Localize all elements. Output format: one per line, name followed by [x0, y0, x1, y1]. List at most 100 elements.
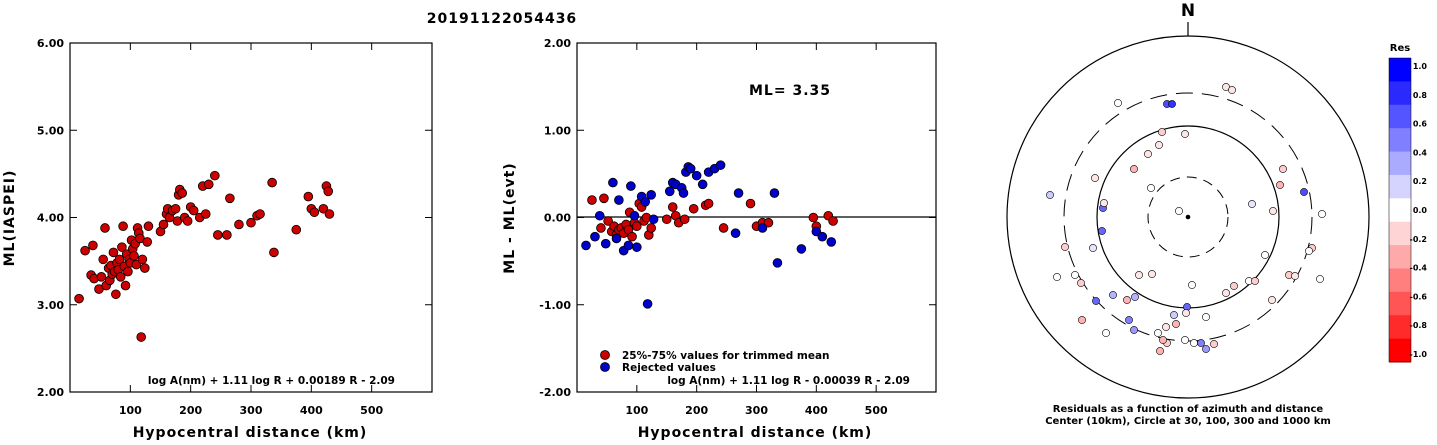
station-marker — [1261, 251, 1269, 259]
colorbar-label: -0.8 — [1410, 321, 1428, 330]
data-point — [131, 259, 142, 270]
station-marker — [1181, 336, 1189, 344]
colorbar-cell — [1389, 198, 1411, 223]
data-point — [679, 214, 690, 225]
data-point — [136, 332, 146, 342]
station-marker — [1053, 273, 1061, 281]
station-marker — [1197, 339, 1205, 347]
data-point — [664, 186, 675, 197]
data-point — [596, 223, 606, 233]
station-marker — [1276, 181, 1284, 189]
data-point — [140, 263, 150, 273]
data-point — [255, 209, 265, 219]
station-marker — [1148, 270, 1156, 278]
station-marker — [1071, 271, 1079, 279]
station-marker — [1269, 207, 1277, 215]
station-marker — [1316, 275, 1324, 283]
ml-vs-distance-plot: 2.00 3.00 4.00 5.00 6.00 100 200 300 400 500 log… — [2, 37, 433, 441]
data-point — [234, 219, 244, 230]
colorbar-cell — [1389, 221, 1411, 246]
colorbar-label: 0.8 — [1413, 91, 1428, 100]
azimuth-caption-line2: Center (10km), Circle at 30, 100, 300 an… — [1045, 416, 1331, 427]
colorbar-label: 0.0 — [1413, 206, 1428, 215]
data-point — [177, 188, 188, 198]
colorbar-title: Res — [1390, 43, 1410, 54]
y-tick-label: 3.00 — [37, 299, 64, 312]
data-point — [115, 272, 126, 282]
ml-value-annotation: ML= 3.35 — [749, 83, 831, 99]
data-point — [648, 214, 659, 225]
station-marker — [1172, 320, 1180, 328]
data-point — [608, 177, 618, 188]
colorbar-label: -0.2 — [1410, 235, 1428, 244]
azimuth-residual-plot: N Residuals as a function of azimuth and… — [1006, 1, 1370, 427]
data-point — [730, 228, 741, 239]
colorbar-frame — [1388, 57, 1412, 363]
station-marker — [1098, 227, 1106, 235]
data-point — [269, 247, 279, 258]
data-point — [678, 188, 689, 198]
colorbar-label: 0.2 — [1413, 177, 1427, 186]
station-marker — [1156, 347, 1164, 355]
station-marker — [1158, 128, 1166, 136]
data-point — [309, 207, 320, 218]
data-point — [640, 196, 651, 207]
colorbar-cell — [1389, 174, 1411, 199]
station-marker — [1300, 188, 1308, 196]
station-marker — [1202, 345, 1210, 353]
station-marker — [1181, 130, 1189, 138]
x-tick-label: 100 — [625, 404, 648, 417]
data-point — [817, 231, 828, 242]
station-marker — [1248, 200, 1256, 208]
colorbar-cell — [1389, 104, 1411, 129]
y-tick-label: 5.00 — [37, 124, 64, 137]
station-marker — [1170, 311, 1178, 319]
data-point — [600, 238, 611, 249]
residual-colorbar: Res 1.0 0.8 0.6 0.4 0.2 0.0 -0.2 -0.4 -0.6 -0.8 -1… — [1388, 43, 1428, 363]
ring-30km — [1147, 176, 1229, 258]
y-tick-label: 2.00 — [544, 37, 571, 50]
station-marker — [1162, 323, 1170, 331]
y-tick-label: 6.00 — [37, 37, 64, 50]
station-marker — [1144, 150, 1152, 158]
data-point — [118, 221, 128, 232]
colorbar-cell — [1389, 338, 1411, 363]
station-marker — [1279, 165, 1287, 173]
data-point — [111, 289, 121, 300]
data-point — [323, 186, 334, 197]
station-marker — [1251, 277, 1259, 285]
x-tick-label: 300 — [745, 404, 768, 417]
station-marker — [1202, 313, 1210, 321]
y-tick-label: -2.00 — [539, 386, 571, 399]
data-point — [225, 193, 235, 204]
data-point — [246, 217, 256, 228]
data-point — [796, 244, 807, 254]
station-marker — [1268, 296, 1276, 304]
data-point — [808, 212, 819, 223]
colorbar-label: -0.6 — [1410, 292, 1428, 301]
station-marker — [1168, 100, 1176, 108]
station-marker — [1109, 291, 1117, 299]
data-point — [629, 210, 640, 221]
data-point — [222, 230, 232, 240]
x-tick-label: 200 — [179, 404, 202, 417]
colorbar-cell — [1389, 291, 1411, 316]
station-marker — [1123, 296, 1131, 304]
colorbar-cell — [1389, 58, 1411, 82]
data-point — [703, 198, 714, 209]
data-point — [811, 226, 822, 237]
colorbar-cell — [1389, 151, 1411, 176]
data-point — [581, 240, 591, 251]
data-point — [137, 254, 148, 265]
colorbar-cell — [1389, 268, 1411, 293]
y-tick-label: 2.00 — [37, 386, 64, 399]
data-point — [715, 160, 726, 170]
y-tick-label: 1.00 — [544, 124, 571, 137]
station-marker — [1188, 281, 1196, 289]
y-tick-label: 0.00 — [544, 212, 571, 225]
x-tick-label: 200 — [685, 404, 708, 417]
station-marker — [1091, 174, 1099, 182]
data-point — [661, 214, 672, 225]
data-point — [667, 202, 678, 212]
plot2-formula: log A(nm) + 1.11 log R - 0.00039 R - 2.0… — [667, 375, 910, 387]
